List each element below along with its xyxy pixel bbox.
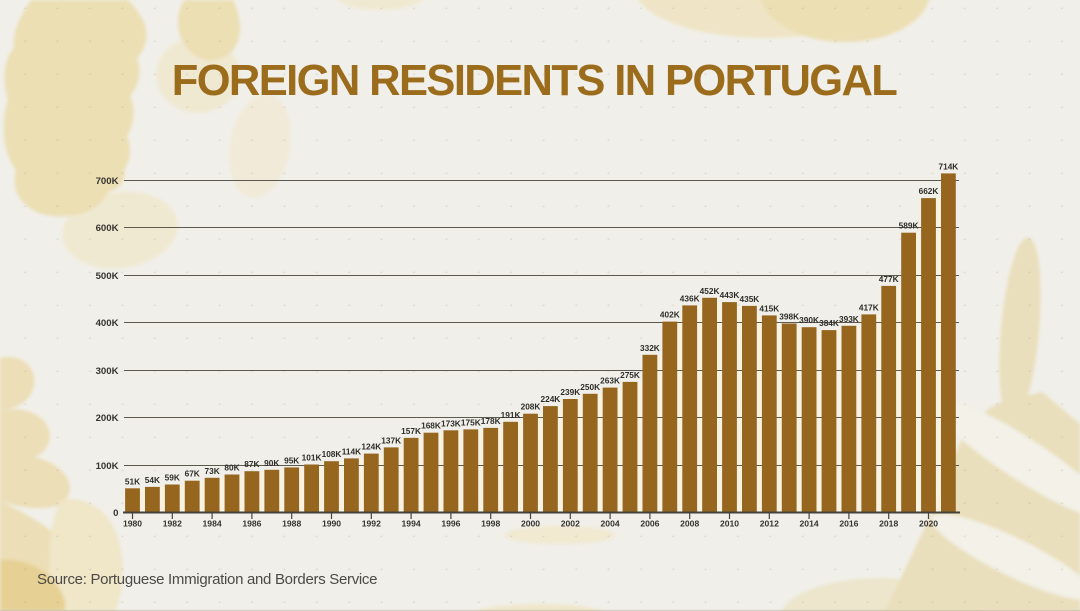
svg-text:435K: 435K [739, 294, 759, 304]
svg-text:1986: 1986 [242, 519, 261, 529]
svg-text:108K: 108K [322, 449, 342, 459]
svg-text:402K: 402K [660, 310, 680, 320]
svg-text:54K: 54K [145, 475, 160, 485]
svg-text:2004: 2004 [601, 519, 620, 529]
svg-text:224K: 224K [540, 394, 560, 404]
svg-text:1982: 1982 [163, 519, 182, 529]
svg-text:300K: 300K [96, 366, 119, 377]
svg-text:700K: 700K [96, 176, 119, 187]
svg-text:87K: 87K [244, 459, 259, 469]
svg-text:250K: 250K [580, 382, 600, 392]
svg-text:452K: 452K [700, 286, 720, 296]
svg-text:137K: 137K [381, 435, 401, 445]
svg-text:1994: 1994 [402, 519, 421, 529]
svg-text:80K: 80K [224, 463, 239, 473]
svg-text:157K: 157K [401, 426, 421, 436]
svg-text:2020: 2020 [919, 519, 938, 529]
svg-text:398K: 398K [779, 312, 799, 322]
svg-text:2014: 2014 [800, 519, 819, 529]
svg-text:1990: 1990 [322, 519, 341, 529]
svg-text:1996: 1996 [441, 519, 460, 529]
svg-text:263K: 263K [600, 376, 620, 386]
svg-text:477K: 477K [879, 274, 899, 284]
svg-text:239K: 239K [560, 387, 580, 397]
svg-text:2012: 2012 [760, 519, 779, 529]
svg-text:415K: 415K [759, 303, 779, 313]
svg-text:208K: 208K [521, 402, 541, 412]
svg-text:2008: 2008 [680, 519, 699, 529]
svg-text:393K: 393K [839, 314, 859, 324]
svg-text:1984: 1984 [203, 519, 222, 529]
svg-text:400K: 400K [96, 318, 119, 329]
svg-text:90K: 90K [264, 458, 279, 468]
svg-text:95K: 95K [284, 455, 299, 465]
svg-text:275K: 275K [620, 370, 640, 380]
svg-text:417K: 417K [859, 302, 879, 312]
svg-text:2002: 2002 [561, 519, 580, 529]
svg-text:2016: 2016 [839, 519, 858, 529]
svg-text:2018: 2018 [879, 519, 898, 529]
svg-text:436K: 436K [680, 293, 700, 303]
svg-text:200K: 200K [96, 413, 119, 424]
svg-text:2006: 2006 [640, 519, 659, 529]
svg-text:390K: 390K [799, 315, 819, 325]
svg-text:714K: 714K [938, 161, 958, 171]
svg-text:101K: 101K [302, 453, 322, 463]
svg-text:124K: 124K [361, 442, 381, 452]
svg-text:0: 0 [113, 508, 118, 519]
svg-text:2000: 2000 [521, 519, 540, 529]
svg-text:589K: 589K [899, 221, 919, 231]
svg-text:178K: 178K [481, 416, 501, 426]
svg-text:443K: 443K [720, 290, 740, 300]
svg-text:114K: 114K [342, 446, 361, 456]
svg-text:600K: 600K [96, 223, 119, 234]
svg-text:59K: 59K [165, 473, 180, 483]
svg-text:51K: 51K [125, 476, 140, 486]
svg-text:100K: 100K [96, 461, 119, 472]
svg-text:2010: 2010 [720, 519, 739, 529]
svg-text:73K: 73K [204, 466, 219, 476]
svg-text:1998: 1998 [481, 519, 500, 529]
svg-text:1980: 1980 [123, 519, 142, 529]
svg-text:175K: 175K [461, 417, 481, 427]
svg-text:500K: 500K [96, 271, 119, 282]
svg-text:67K: 67K [185, 469, 200, 479]
svg-text:1988: 1988 [282, 519, 301, 529]
svg-text:384K: 384K [819, 318, 839, 328]
svg-text:1992: 1992 [362, 519, 381, 529]
svg-text:191K: 191K [501, 410, 521, 420]
svg-text:662K: 662K [919, 186, 939, 196]
svg-text:168K: 168K [421, 421, 441, 431]
svg-text:332K: 332K [640, 343, 660, 353]
svg-text:173K: 173K [441, 418, 461, 428]
